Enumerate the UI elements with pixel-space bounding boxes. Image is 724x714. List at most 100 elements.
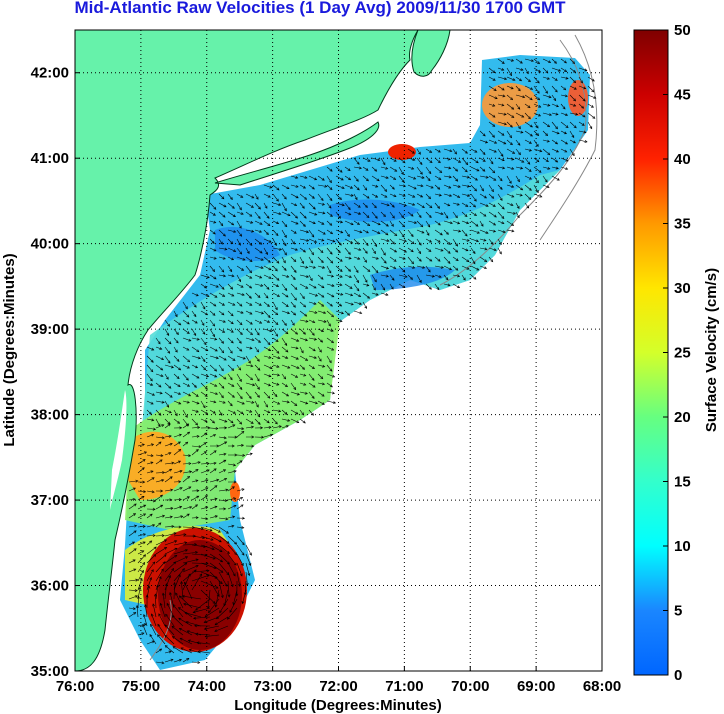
velocity-vector bbox=[209, 283, 219, 288]
velocity-vector bbox=[416, 193, 423, 198]
velocity-vector-head bbox=[592, 115, 596, 119]
velocity-vector-head bbox=[475, 223, 479, 227]
velocity-vector-head bbox=[196, 495, 200, 499]
velocity-vector bbox=[173, 400, 181, 405]
velocity-vector-head bbox=[275, 198, 279, 202]
velocity-vector bbox=[128, 525, 137, 528]
velocity-vector bbox=[263, 256, 271, 263]
velocity-vector bbox=[299, 184, 306, 189]
velocity-vector-head bbox=[330, 231, 334, 235]
velocity-vector-head bbox=[504, 77, 508, 81]
velocity-vector bbox=[233, 589, 238, 605]
velocity-vector bbox=[461, 211, 468, 217]
velocity-vector-head bbox=[239, 573, 243, 577]
velocity-vector bbox=[263, 337, 271, 345]
velocity-vector bbox=[308, 274, 313, 281]
lat-tick-label: 42:00 bbox=[31, 65, 69, 82]
velocity-vector bbox=[443, 247, 451, 254]
velocity-vector-head bbox=[159, 648, 163, 652]
velocity-vector bbox=[362, 292, 370, 299]
velocity-vector bbox=[263, 265, 272, 271]
velocity-vector-head bbox=[286, 274, 290, 278]
velocity-vector bbox=[196, 642, 211, 645]
velocity-vector bbox=[569, 94, 576, 102]
velocity-vector bbox=[542, 85, 548, 94]
velocity-vector bbox=[164, 568, 174, 582]
velocity-vector bbox=[272, 184, 280, 191]
velocity-vector-head bbox=[482, 159, 486, 162]
velocity-vector bbox=[204, 607, 220, 618]
velocity-vector-head bbox=[170, 365, 174, 369]
velocity-vector bbox=[362, 274, 368, 283]
velocity-vector-head bbox=[173, 561, 177, 565]
velocity-vector-head bbox=[274, 268, 278, 272]
velocity-vector-head bbox=[240, 212, 244, 215]
velocity-vector-head bbox=[364, 250, 368, 254]
velocity-vector-head bbox=[188, 648, 192, 652]
velocity-vector-head bbox=[221, 312, 225, 316]
velocity-vector bbox=[425, 148, 432, 153]
velocity-vector-head bbox=[151, 418, 155, 422]
velocity-vector bbox=[308, 211, 317, 216]
velocity-vector bbox=[179, 595, 193, 609]
velocity-vector-head bbox=[164, 645, 168, 649]
velocity-vector-head bbox=[295, 356, 299, 360]
velocity-vector bbox=[182, 513, 190, 519]
velocity-vector bbox=[425, 256, 432, 262]
velocity-vector bbox=[398, 238, 407, 242]
velocity-vector-head bbox=[134, 524, 138, 528]
velocity-vector-head bbox=[177, 384, 181, 387]
velocity-vector bbox=[200, 382, 208, 390]
velocity-vector bbox=[272, 274, 280, 281]
velocity-vector bbox=[344, 238, 353, 244]
velocity-vector-head bbox=[168, 650, 172, 654]
velocity-vector-head bbox=[429, 160, 433, 163]
velocity-vector-head bbox=[493, 248, 497, 252]
velocity-vector-head bbox=[210, 537, 214, 541]
velocity-vector-head bbox=[214, 575, 218, 579]
velocity-vector-head bbox=[332, 239, 336, 243]
velocity-vector bbox=[407, 202, 415, 206]
velocity-vector-head bbox=[186, 513, 190, 517]
velocity-vector-head bbox=[402, 160, 406, 164]
velocity-vector-head bbox=[464, 150, 468, 154]
velocity-vector bbox=[542, 67, 549, 74]
velocity-vector bbox=[209, 346, 218, 352]
velocity-vector bbox=[209, 337, 217, 340]
velocity-vector bbox=[191, 445, 201, 448]
velocity-vector bbox=[488, 67, 495, 73]
velocity-vector bbox=[281, 425, 289, 429]
velocity-vector bbox=[245, 337, 255, 341]
velocity-vector-head bbox=[466, 175, 470, 179]
velocity-vector-head bbox=[555, 126, 558, 130]
velocity-vector-head bbox=[206, 294, 210, 298]
velocity-vector-head bbox=[438, 193, 442, 197]
velocity-vector-head bbox=[168, 410, 172, 414]
velocity-vector-head bbox=[320, 276, 324, 280]
velocity-vector bbox=[362, 175, 369, 182]
velocity-vector bbox=[155, 568, 164, 582]
velocity-vector-head bbox=[418, 151, 421, 155]
velocity-vector-head bbox=[340, 230, 344, 234]
velocity-vector-head bbox=[483, 266, 488, 270]
velocity-vector bbox=[452, 274, 460, 277]
velocity-vector bbox=[461, 175, 470, 178]
velocity-vector bbox=[218, 400, 226, 404]
velocity-vector bbox=[263, 184, 273, 189]
velocity-vector-head bbox=[294, 403, 298, 406]
velocity-vector-head bbox=[159, 494, 163, 498]
velocity-vector bbox=[200, 506, 208, 510]
velocity-vector bbox=[254, 283, 263, 287]
velocity-vector-head bbox=[195, 293, 199, 297]
velocity-vector-head bbox=[431, 274, 435, 278]
velocity-vector bbox=[218, 544, 230, 554]
velocity-vector bbox=[515, 166, 523, 169]
velocity-vector bbox=[254, 346, 259, 353]
velocity-vector bbox=[227, 391, 235, 398]
velocity-vector-head bbox=[132, 607, 136, 611]
velocity-vector-head bbox=[197, 356, 201, 360]
velocity-vector bbox=[542, 58, 551, 63]
velocity-vector bbox=[146, 418, 154, 421]
velocity-vector-head bbox=[259, 321, 263, 324]
velocity-vector-head bbox=[556, 177, 560, 181]
